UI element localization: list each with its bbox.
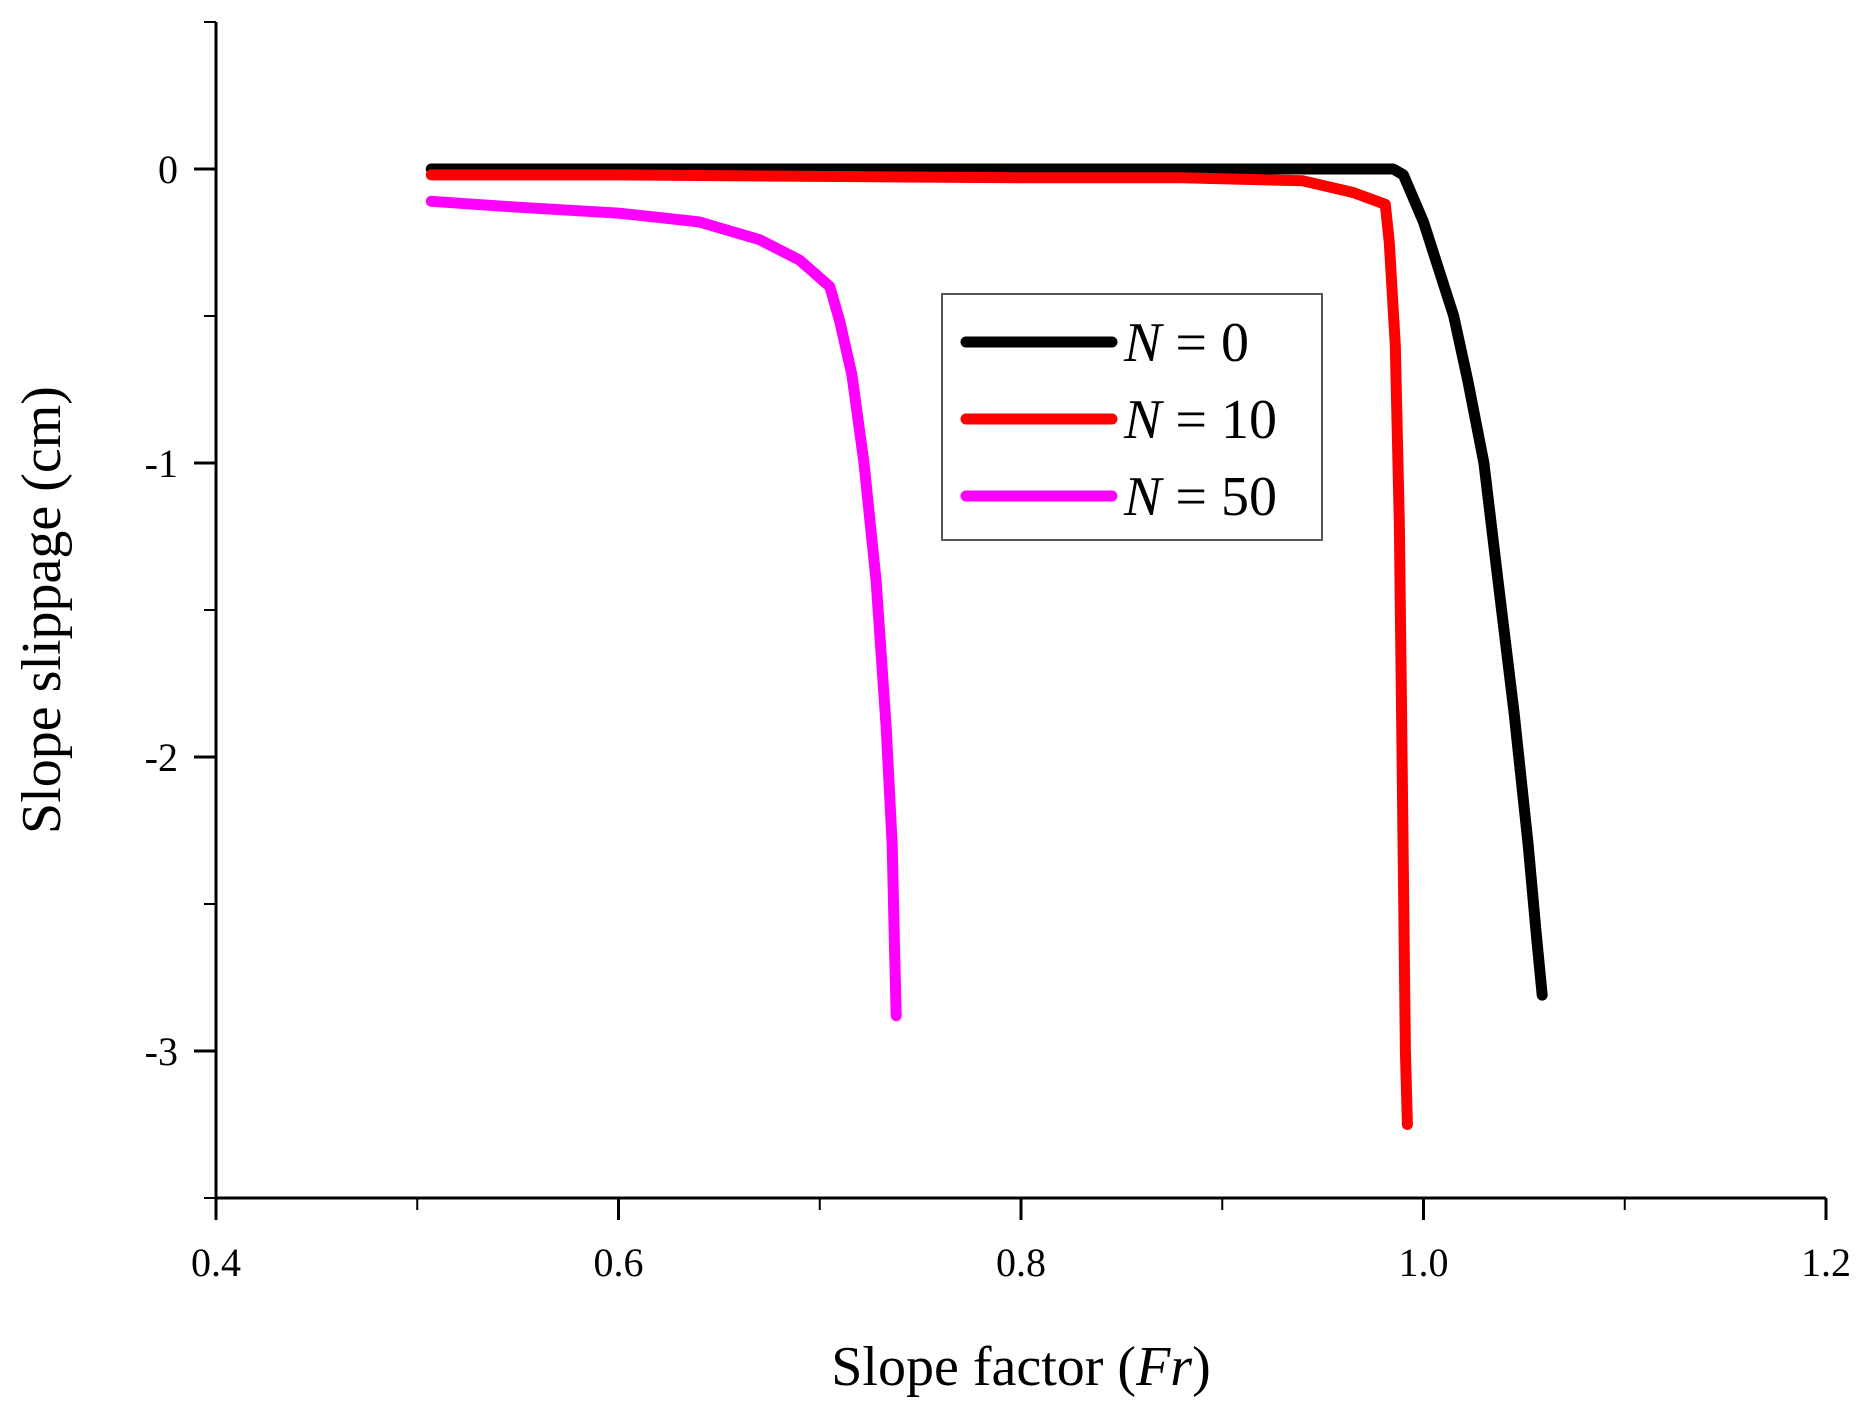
legend-label-0: N = 0	[1123, 312, 1249, 374]
y-tick-label: -2	[145, 735, 178, 780]
legend-label-variable: N	[1123, 389, 1164, 451]
y-tick-label: -3	[145, 1029, 178, 1074]
legend-label-2: N = 50	[1123, 466, 1277, 528]
y-tick-label: -1	[145, 441, 178, 486]
y-tick-label: 0	[158, 147, 178, 192]
x-tick-label: 0.8	[996, 1240, 1046, 1285]
y-axis-title: Slope slippage (cm)	[11, 386, 73, 834]
series-lines	[425, 163, 1548, 1130]
legend: N = 0N = 10N = 50	[941, 293, 1323, 541]
legend-label-value: = 50	[1161, 466, 1277, 528]
series-line-2	[425, 195, 902, 1022]
x-axis-title: Slope factor (Fr)	[831, 1336, 1210, 1398]
legend-label-variable: N	[1123, 312, 1164, 374]
x-axis-title-suffix: )	[1192, 1336, 1211, 1398]
series-line-0	[425, 163, 1548, 1001]
legend-label-value: = 10	[1161, 389, 1277, 451]
x-tick-label: 1.2	[1801, 1240, 1851, 1285]
x-axis-title-prefix: Slope factor (	[831, 1336, 1136, 1398]
x-tick-label: 1.0	[1399, 1240, 1449, 1285]
x-tick-label: 0.6	[594, 1240, 644, 1285]
series-line-1	[425, 169, 1413, 1130]
legend-label-value: = 0	[1161, 312, 1249, 374]
x-tick-label: 0.4	[191, 1240, 241, 1285]
axis-ticks: 0.4 0.6 0.8 1.0 1.2 0 -1 -2 -3	[145, 21, 1851, 1285]
legend-label-1: N = 10	[1123, 389, 1277, 451]
legend-label-variable: N	[1123, 466, 1164, 528]
x-axis-title-variable: Fr	[1135, 1336, 1192, 1398]
